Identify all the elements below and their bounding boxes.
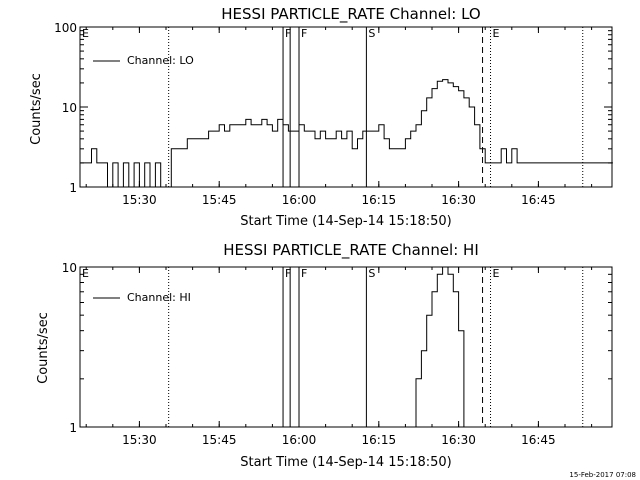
y-axis-label: Counts/sec (29, 73, 44, 145)
plot-frame (79, 266, 613, 428)
x-axis-label: Start Time (14-Sep-14 15:18:50) (240, 214, 451, 229)
x-tick-label: 16:45 (521, 193, 556, 207)
event-marker-label: E (493, 27, 500, 40)
lo-channel-panel: HESSI PARTICLE_RATE Channel: LO Counts/s… (29, 5, 613, 229)
hi-channel-panel: HESSI PARTICLE_RATE Channel: HI Counts/s… (36, 241, 613, 470)
series-line (410, 266, 470, 428)
x-tick-label: 16:15 (362, 433, 397, 447)
event-marker-label: F (285, 27, 291, 40)
legend-label: Channel: LO (127, 54, 194, 67)
x-axis-label: Start Time (14-Sep-14 15:18:50) (240, 455, 451, 470)
event-marker-label: E (82, 27, 89, 40)
chart-title: HESSI PARTICLE_RATE Channel: LO (221, 5, 480, 24)
event-marker-label: F (285, 267, 291, 280)
event-marker-label: F (301, 267, 307, 280)
chart-title: HESSI PARTICLE_RATE Channel: HI (223, 241, 479, 260)
series-line (80, 79, 613, 188)
y-tick-label: 10 (62, 101, 77, 115)
event-marker-label: F (301, 27, 307, 40)
event-marker-label: S (368, 27, 375, 40)
y-tick-label: 1 (69, 421, 77, 435)
x-tick-label: 16:00 (282, 433, 317, 447)
legend-label: Channel: HI (127, 291, 191, 304)
y-tick-label: 100 (54, 21, 77, 35)
event-marker-label: E (82, 267, 89, 280)
x-tick-label: 16:00 (282, 193, 317, 207)
footer-timestamp: 15-Feb-2017 07:08 (569, 471, 636, 479)
x-tick-label: 16:30 (441, 433, 476, 447)
y-axis-label: Counts/sec (36, 312, 51, 384)
y-tick-label: 1 (69, 181, 77, 195)
x-tick-label: 16:15 (362, 193, 397, 207)
event-marker-label: E (493, 267, 500, 280)
x-tick-label: 15:45 (202, 193, 237, 207)
x-tick-label: 15:30 (122, 433, 157, 447)
y-tick-label: 10 (62, 261, 77, 275)
x-tick-label: 15:45 (202, 433, 237, 447)
x-tick-label: 16:45 (521, 433, 556, 447)
x-tick-label: 16:30 (441, 193, 476, 207)
x-tick-label: 15:30 (122, 193, 157, 207)
event-marker-label: S (368, 267, 375, 280)
